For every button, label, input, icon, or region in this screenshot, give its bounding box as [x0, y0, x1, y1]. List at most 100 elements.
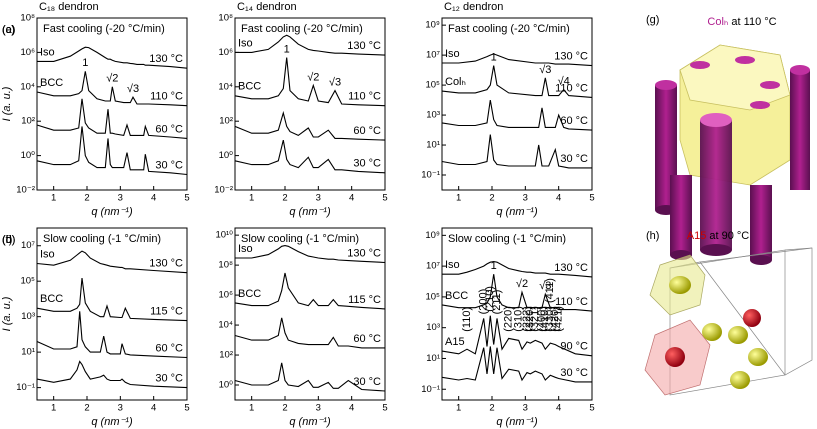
plot-frame [36, 227, 188, 401]
y-tick-label: 10¹⁰ [215, 230, 233, 241]
x-tick-label: 5 [382, 403, 387, 414]
subtitle: Slow cooling (-1 °C/min) [448, 233, 566, 245]
miller-index: (420) [549, 306, 561, 332]
y-tick-label: 10⁴ [20, 81, 35, 92]
curve [234, 317, 385, 349]
temperature-label: 110 °C [150, 91, 183, 103]
miller-index: (222) [521, 306, 533, 332]
curve [441, 65, 593, 98]
y-tick-label: 10¹ [426, 353, 440, 364]
caption-phase: A15 [687, 230, 707, 242]
phase-label: BCC [40, 293, 63, 305]
miller-index: (310) [513, 306, 525, 332]
curve [234, 362, 386, 392]
x-tick-label: 5 [382, 193, 387, 204]
y-tick-label: 10² [219, 116, 233, 127]
miller-index: (321) [529, 306, 541, 332]
temperature-label: 130 °C [554, 262, 588, 274]
caption: Colₕ at 110 °C [707, 16, 776, 28]
x-axis-label: q (nm⁻¹) [91, 206, 133, 218]
x-tick-label: 5 [589, 193, 594, 204]
x-tick-label: 2 [489, 403, 494, 414]
temperature-label: 30 °C [560, 153, 588, 165]
y-tick-label: 10² [21, 116, 35, 127]
peak-annotation: √3 [127, 83, 139, 95]
panel: (f) Slow cooling (-1 °C/min) q (nm⁻¹) 1 2 3 4 5… [2, 227, 595, 428]
y-tick-label: 10¹ [21, 347, 35, 358]
miller-index: (330) (411) [544, 278, 556, 332]
a15-illustration: (h) A15 at 90 °C [644, 230, 813, 396]
subtitle: Slow cooling (-1 °C/min) [43, 233, 161, 245]
phase-label: Iso [445, 48, 460, 60]
curve [441, 346, 592, 383]
plot-frame [234, 17, 386, 191]
x-axis-label: q (nm⁻¹) [91, 416, 133, 428]
panel: (b) Slow cooling (-1 °C/min) q (nm⁻¹) I (a.… [1, 227, 190, 428]
peak-annotation: √3 [329, 77, 341, 89]
y-tick-label: 10⁴ [218, 81, 233, 92]
x-tick-label: 1 [51, 403, 56, 414]
x-axis-label: q (nm⁻¹) [289, 416, 331, 428]
panel-label: (e) [2, 24, 15, 36]
phase-label: A15 [445, 336, 465, 348]
curve [441, 274, 593, 312]
y-tick-label: 10⁰ [219, 150, 234, 161]
y-axis-label: I (a. u.) [1, 86, 13, 121]
temperature-label: 130 °C [347, 247, 381, 259]
x-tick-label: 3 [523, 193, 528, 204]
panel-label: (a) [2, 24, 15, 36]
x-tick-label: 2 [84, 403, 89, 414]
x-tick-label: 1 [51, 193, 56, 204]
temperature-label: 30 °C [560, 367, 588, 379]
curve [234, 139, 386, 174]
subtitle: Slow cooling (-1 °C/min) [241, 233, 359, 245]
panel-label: (d) [2, 234, 15, 246]
curve [234, 110, 386, 141]
y-tick-label: 10⁷ [426, 261, 441, 272]
temperature-label: 110 °C [555, 82, 588, 94]
plot-frame [234, 227, 386, 401]
curve [36, 98, 188, 139]
x-tick-label: 1 [249, 193, 254, 204]
temperature-label: 30 °C [353, 376, 381, 388]
column-title: C₁₄ dendron [237, 1, 297, 13]
phase-label: BCC [238, 81, 261, 93]
y-tick-label: 10¹ [426, 140, 440, 151]
panel: (d) Slow cooling (-1 °C/min) q (nm⁻¹) 1 2 3 4 5… [2, 227, 388, 428]
x-tick-label: 3 [523, 403, 528, 414]
column-title: C₁₈ dendron [39, 1, 99, 13]
phase-label: Iso [445, 259, 460, 271]
y-tick-label: 10⁷ [21, 240, 36, 251]
temperature-label: 30 °C [353, 158, 381, 170]
temperature-label: 110 °C [348, 91, 381, 103]
y-tick-label: 10² [219, 350, 233, 361]
peak-annotation: √3 [539, 280, 551, 292]
y-tick-label: 10⁵ [425, 291, 440, 302]
peak-annotation: √4 [558, 76, 570, 88]
y-tick-label: 10⁵ [20, 276, 35, 287]
panel-label: (f) [2, 234, 12, 246]
x-tick-label: 4 [556, 193, 561, 204]
temperature-label: 130 °C [347, 40, 381, 52]
y-tick-label: 10⁹ [425, 230, 440, 241]
x-tick-label: 2 [489, 193, 494, 204]
x-tick-label: 4 [556, 403, 561, 414]
curve [441, 315, 593, 357]
y-tick-label: 10⁶ [21, 47, 36, 58]
x-tick-label: 5 [184, 403, 189, 414]
x-tick-label: 2 [84, 193, 89, 204]
x-tick-label: 5 [184, 193, 189, 204]
temperature-label: 60 °C [353, 125, 381, 137]
temperature-label: 60 °C [353, 333, 381, 345]
y-tick-label: 10³ [21, 311, 35, 322]
y-tick-label: 10⁻¹ [421, 384, 440, 395]
panel-label: (b) [2, 234, 15, 246]
temperature-label: 130 °C [554, 51, 588, 63]
x-tick-label: 3 [118, 193, 123, 204]
miller-index: (110) [461, 307, 473, 332]
subtitle: Fast cooling (-20 °C/min) [448, 23, 570, 35]
x-tick-label: 1 [456, 193, 461, 204]
x-tick-label: 5 [589, 403, 594, 414]
temperature-label: 130 °C [149, 53, 183, 65]
